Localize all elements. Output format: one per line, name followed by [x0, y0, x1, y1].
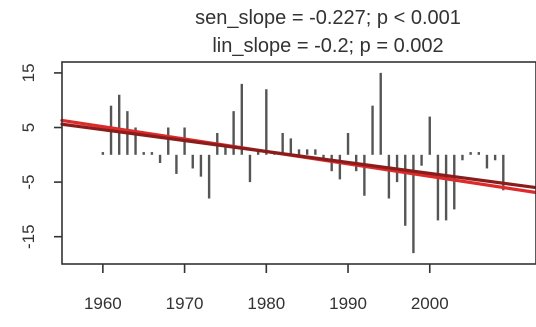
trend-lines-layer: [60, 118, 536, 195]
y-tick-label--5: -5: [19, 175, 38, 190]
y-tick-label-5: 5: [19, 123, 38, 132]
bars-layer: [101, 72, 505, 254]
y-axis: 15 5 -5 -15: [19, 63, 62, 249]
x-axis: 1960 1970 1980 1990 2000: [84, 264, 449, 313]
y-tick-label--15: -15: [19, 224, 38, 249]
x-tick-label-1980: 1980: [247, 294, 285, 313]
x-tick-label-1990: 1990: [329, 294, 367, 313]
x-tick-label-1970: 1970: [166, 294, 204, 313]
chart-title-line-1: sen_slope = -0.227; p < 0.001: [195, 7, 461, 29]
trend-line-lin-slope: [60, 122, 536, 190]
plot-frame: [61, 61, 536, 265]
x-tick-label-1960: 1960: [84, 294, 122, 313]
y-tick-label-15: 15: [19, 63, 38, 82]
chart-title-line-2: lin_slope = -0.2; p = 0.002: [212, 35, 443, 57]
x-tick-label-2000: 2000: [411, 294, 449, 313]
